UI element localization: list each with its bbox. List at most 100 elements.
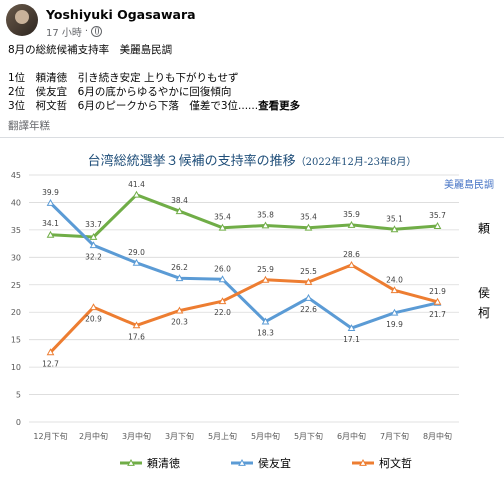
data-point-marker — [175, 274, 184, 282]
legend-label-hou: 侯友宜 — [258, 456, 291, 470]
series-side-label-hou: 侯 — [478, 286, 490, 300]
legend-label-ko: 柯文哲 — [379, 456, 412, 470]
data-label: 22.0 — [214, 308, 231, 317]
data-point-marker — [433, 222, 442, 229]
chart-title: 台湾総統選挙３候補の支持率の推移（2022年12月-23年8月） — [0, 150, 504, 169]
data-label: 35.7 — [429, 211, 446, 220]
data-point-marker — [304, 223, 313, 231]
data-label: 35.4 — [300, 213, 317, 222]
chart-image[interactable]: 台湾総統選挙３候補の支持率の推移（2022年12月-23年8月） 美麗島民調 0… — [0, 141, 504, 487]
data-point-marker — [347, 260, 356, 268]
data-point-marker — [175, 207, 184, 215]
x-tick-label: 5月下旬 — [294, 431, 323, 441]
series-side-label-ko: 柯 — [478, 306, 490, 320]
data-point-marker — [347, 220, 356, 228]
data-label: 38.4 — [171, 196, 188, 205]
data-label: 29.0 — [128, 248, 145, 257]
data-point-marker — [89, 232, 98, 240]
data-point-marker — [347, 324, 356, 332]
data-label: 41.4 — [128, 180, 145, 189]
data-label: 35.9 — [343, 210, 360, 219]
data-label: 35.4 — [214, 213, 231, 222]
y-tick-label: 0 — [16, 418, 21, 427]
post-header: Yoshiyuki Ogasawara 17 小時 · — [6, 4, 496, 39]
data-point-marker — [132, 190, 141, 198]
post-text: 8月の総統候補支持率 美麗島民調 1位 頼清徳 引き続き安定 上りも下がりもせず… — [8, 43, 498, 113]
data-point-marker — [89, 303, 98, 311]
x-tick-label: 5月上旬 — [208, 431, 237, 441]
post-line: 1位 頼清徳 引き続き安定 上りも下がりもせず — [8, 72, 239, 84]
y-tick-label: 30 — [11, 253, 21, 262]
data-point-marker — [433, 297, 442, 305]
meta-separator: · — [84, 26, 89, 37]
x-tick-label: 3月下旬 — [165, 431, 194, 441]
data-point-marker — [390, 286, 399, 294]
data-point-marker — [218, 275, 227, 283]
y-tick-label: 15 — [11, 336, 21, 345]
globe-icon — [91, 26, 103, 37]
data-label: 39.9 — [42, 188, 59, 197]
chart-source: 美麗島民調 — [444, 180, 494, 191]
series-side-label-lai: 頼 — [478, 222, 490, 236]
data-label: 35.8 — [257, 210, 274, 219]
divider — [0, 137, 504, 138]
data-point-marker — [132, 258, 141, 266]
data-label: 33.7 — [85, 220, 102, 229]
chart-title-sub: （2022年12月-23年8月） — [295, 157, 417, 168]
data-label: 35.1 — [386, 214, 403, 223]
data-label: 12.7 — [42, 359, 59, 368]
data-label: 34.1 — [42, 219, 59, 228]
data-point-marker — [261, 221, 270, 229]
legend-marker — [359, 458, 367, 466]
data-point-marker — [218, 223, 227, 231]
x-tick-label: 7月下旬 — [380, 431, 409, 441]
data-point-marker — [390, 225, 399, 233]
data-label: 20.9 — [85, 314, 102, 323]
legend-marker — [127, 458, 135, 466]
data-point-marker — [304, 278, 313, 285]
data-label: 22.6 — [300, 305, 317, 314]
series-line-ko — [49, 263, 438, 354]
data-label: 24.0 — [386, 275, 403, 284]
legend-label-lai: 頼清徳 — [147, 457, 180, 470]
data-point-marker — [89, 241, 98, 249]
post-time[interactable]: 17 小時 — [46, 28, 82, 39]
legend-marker — [238, 458, 246, 466]
y-tick-label: 10 — [11, 363, 21, 372]
x-tick-label: 2月中旬 — [79, 431, 108, 441]
data-point-marker — [175, 306, 184, 314]
data-label: 20.3 — [171, 318, 188, 327]
data-label: 26.2 — [171, 263, 188, 272]
data-label: 18.3 — [257, 329, 274, 338]
data-label: 25.5 — [300, 267, 317, 276]
x-tick-label: 8月中旬 — [423, 431, 452, 441]
data-label: 21.9 — [429, 287, 446, 296]
data-point-marker — [261, 275, 270, 283]
data-point-marker — [304, 293, 313, 301]
y-tick-label: 20 — [11, 308, 21, 317]
data-label: 26.0 — [214, 264, 231, 273]
series-line-hou — [49, 201, 438, 330]
data-label: 25.9 — [257, 265, 274, 274]
data-label: 17.1 — [343, 335, 360, 344]
data-label: 17.6 — [128, 332, 145, 341]
data-point-marker — [132, 321, 141, 329]
see-more-link[interactable]: 查看更多 — [258, 100, 301, 112]
author-name[interactable]: Yoshiyuki Ogasawara — [46, 7, 196, 22]
post-meta: 17 小時 · — [46, 24, 103, 39]
line-chart: 0 5 10 15 20 25 30 35 40 45 12月下旬 2月中旬 3月中旬 3月下旬 5月上旬 5… — [11, 171, 490, 470]
data-point-marker — [261, 317, 270, 325]
post-line-last: 3位 柯文哲 6月のピークから下落 僅差で3位......查看更多 — [8, 99, 498, 113]
y-tick-label: 5 — [16, 391, 21, 400]
author-avatar[interactable] — [6, 4, 38, 36]
data-point-marker — [390, 308, 399, 316]
data-label: 21.7 — [429, 310, 446, 319]
data-label: 19.9 — [386, 320, 403, 329]
post-line — [8, 57, 498, 71]
data-label: 28.6 — [343, 250, 360, 259]
y-tick-label: 35 — [11, 226, 21, 235]
y-tick-label: 25 — [11, 281, 21, 290]
translate-link[interactable]: 翻譯年糕 — [8, 120, 50, 132]
data-point-marker — [46, 230, 55, 238]
x-tick-label: 5月中旬 — [251, 431, 280, 441]
